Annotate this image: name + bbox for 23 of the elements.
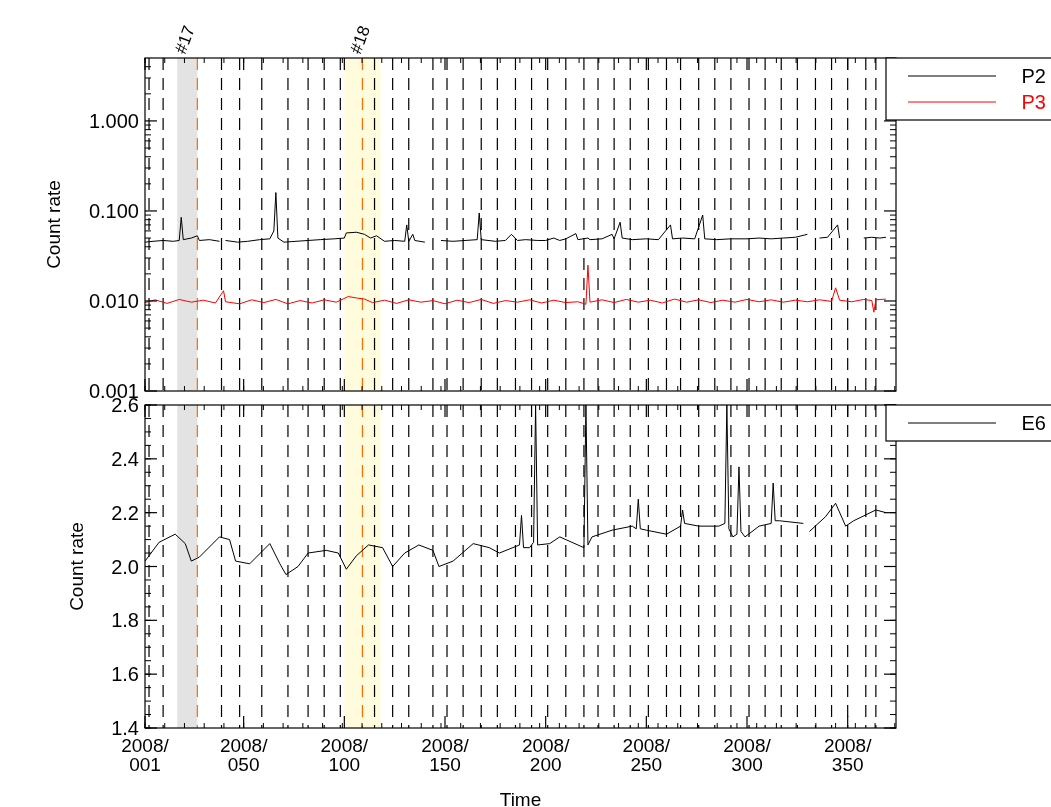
x-tick-label: 2008/250 bbox=[622, 735, 671, 775]
legend-label: P2 bbox=[1021, 65, 1046, 87]
legend-label: E6 bbox=[1021, 412, 1046, 434]
band-label: #17 bbox=[171, 23, 199, 57]
y-tick-label: 2.2 bbox=[111, 501, 139, 524]
x-tick-label: 2008/350 bbox=[823, 735, 873, 775]
x-tick-label: 2008/200 bbox=[521, 735, 571, 775]
legend-label: P3 bbox=[1021, 91, 1046, 113]
y-tick-label: 0.100 bbox=[88, 199, 139, 222]
y-tick-label: 0.010 bbox=[88, 289, 139, 312]
y-tick-label: 2.4 bbox=[111, 447, 139, 470]
y-axis-title: Count rate bbox=[42, 180, 64, 269]
x-tick-label: 2008/150 bbox=[421, 735, 470, 775]
x-tick-label: 2008/100 bbox=[320, 735, 369, 775]
x-tick-label: 2008/300 bbox=[723, 735, 772, 775]
y-tick-label: 1.8 bbox=[111, 609, 139, 632]
band-label: #18 bbox=[346, 23, 374, 57]
y-tick-label: 2.0 bbox=[111, 555, 139, 578]
y-tick-label: 1.000 bbox=[88, 109, 139, 132]
x-tick-label: 2008/050 bbox=[219, 735, 269, 775]
y-tick-label: 1.6 bbox=[111, 663, 139, 686]
y-axis-title: Count rate bbox=[65, 522, 87, 611]
x-axis-title: Time bbox=[499, 789, 542, 807]
